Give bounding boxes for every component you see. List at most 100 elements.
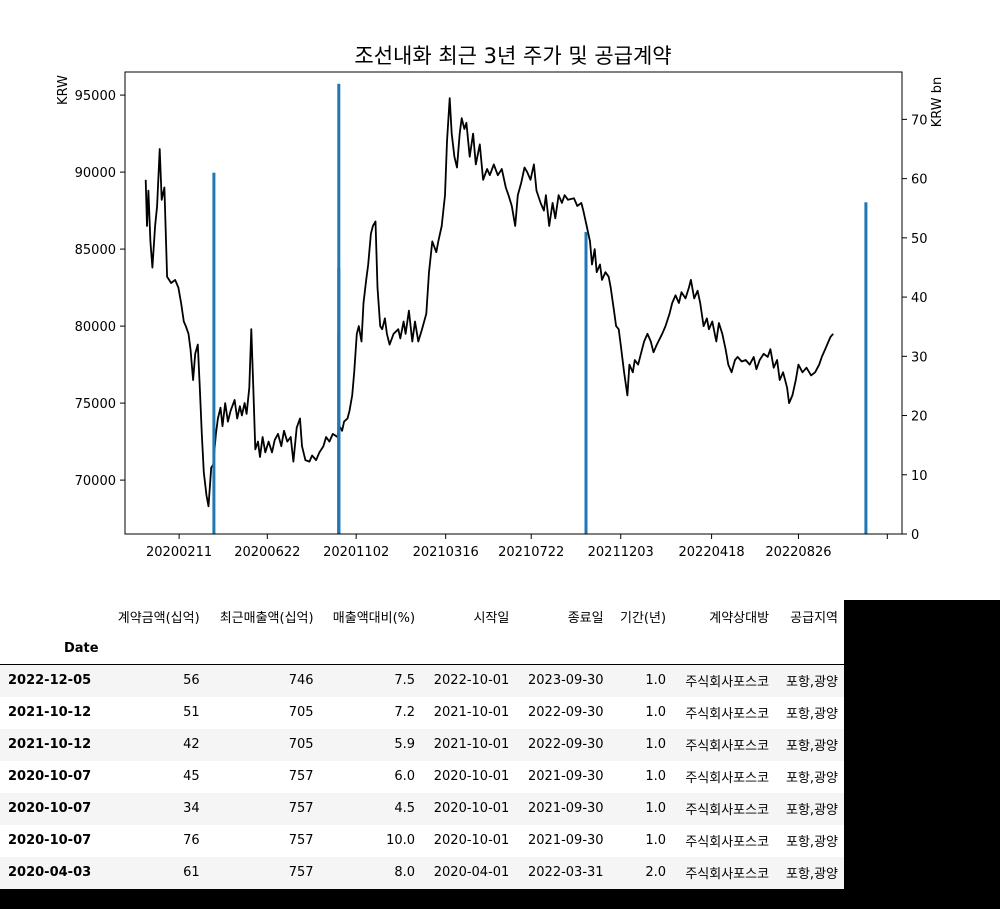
x-tick-label: 20201102	[323, 545, 389, 560]
table-cell: 34	[183, 801, 200, 816]
table-cell: 8.0	[394, 865, 416, 880]
table-body: 2022-12-05 56 746 7.5 2022-10-01 2023-09-30 1.…	[0, 664, 844, 889]
table-cell: 주식회사포스코	[685, 739, 770, 754]
y-tick-label: 70000	[75, 474, 116, 489]
table-cell: 7.5	[394, 673, 416, 689]
column-header: 최근매출액(십억)	[219, 610, 314, 626]
y2-tick-label: 40	[911, 291, 928, 306]
table-cell: 주식회사포스코	[685, 803, 770, 818]
y-tick-label: 80000	[75, 320, 116, 335]
table-cell: 2021-09-30	[528, 833, 604, 848]
table-index-row: Date	[0, 632, 844, 665]
plot-layer: 70000 75000 80000 85000 90000 95000 0 10 20 30 40 5…	[75, 83, 928, 560]
table-row: 2021-10-12 42 705 5.9 2021-10-01 2022-09-30 1.…	[0, 728, 844, 761]
y2-tick-label: 20	[911, 410, 928, 425]
table-cell: 포항,광양	[786, 675, 838, 691]
table-cell: 757	[288, 865, 314, 880]
table-cell: 주식회사포스코	[685, 835, 770, 850]
table-cell: 4.5	[394, 801, 416, 816]
table-row: 2022-12-05 56 746 7.5 2022-10-01 2023-09-30 1.…	[0, 664, 844, 697]
y-tick-label: 90000	[75, 166, 116, 181]
contract-bar	[584, 285, 588, 534]
y2-tick-label: 0	[911, 528, 919, 543]
chart-area: 조선내화 최근 3년 주가 및 공급계약 KRW KRW bn 70000 750…	[0, 0, 1000, 600]
x-tick-label: 20200211	[146, 545, 212, 560]
table-cell: 705	[288, 705, 314, 720]
table-cell: 1.0	[645, 737, 667, 752]
index-row-blank	[105, 632, 206, 665]
column-header: 공급지역	[790, 610, 838, 626]
table-cell: 1.0	[645, 673, 667, 689]
table-cell: 2020-10-01	[433, 769, 510, 784]
table-cell: 포항,광양	[786, 771, 838, 786]
table-cell: 1.0	[645, 705, 667, 720]
table-row: 2020-10-07 34 757 4.5 2020-10-01 2021-09-30 1.…	[0, 792, 844, 825]
table-cell: 5.9	[394, 737, 416, 752]
table-cell: 1.0	[645, 801, 667, 816]
row-date: 2020-10-07	[8, 801, 92, 816]
table-cell: 757	[288, 769, 314, 784]
y-tick-label: 95000	[75, 89, 116, 104]
table-cell: 2023-09-30	[528, 673, 604, 689]
x-tick-label: 20220826	[765, 545, 831, 560]
column-header: 시작일	[473, 610, 510, 626]
x-tick-label: 20211203	[588, 545, 654, 560]
y2-tick-label: 70	[911, 113, 928, 128]
table-cell: 45	[183, 769, 200, 784]
corner-cell	[0, 600, 105, 632]
y-axis-label: KRW	[56, 75, 71, 105]
column-header: 계약금액(십억)	[117, 610, 200, 626]
row-date: 2021-10-12	[8, 705, 92, 720]
table-cell: 주식회사포스코	[685, 867, 770, 882]
table-cell: 2020-10-01	[433, 833, 510, 848]
table-cell: 포항,광양	[786, 803, 838, 818]
row-date: 2020-04-03	[8, 865, 92, 880]
table-cell: 1.0	[645, 769, 667, 784]
row-date: 2020-10-07	[8, 769, 92, 784]
column-header: 매출액대비(%)	[332, 610, 416, 626]
table-cell: 42	[183, 737, 200, 752]
y-tick-label: 75000	[75, 397, 116, 412]
table-cell: 2022-09-30	[528, 737, 604, 752]
column-header: 기간(년)	[620, 610, 667, 626]
contract-table-area: 계약금액(십억) 최근매출액(십억) 매출액대비(%) 시작일 종료일 기간(년) 계약상대…	[0, 600, 844, 889]
price-series-line	[144, 97, 834, 508]
y-tick-label: 85000	[75, 243, 116, 258]
table-cell: 705	[288, 737, 314, 752]
table-cell: 746	[288, 673, 314, 689]
row-date: 2022-12-05	[8, 673, 92, 689]
table-cell: 2022-09-30	[528, 705, 604, 720]
table-row: 2020-04-03 61 757 8.0 2020-04-01 2022-03-31 2.…	[0, 856, 844, 889]
table-header-row: 계약금액(십억) 최근매출액(십억) 매출액대비(%) 시작일 종료일 기간(년) 계약상대…	[0, 600, 844, 632]
contract-bar	[337, 267, 341, 534]
index-name: Date	[63, 640, 99, 656]
table-cell: 10.0	[386, 833, 416, 848]
y2-tick-label: 50	[911, 232, 928, 247]
plot-frame	[124, 71, 903, 535]
table-row: 2020-10-07 45 757 6.0 2020-10-01 2021-09-30 1.…	[0, 760, 844, 793]
index-row-blank	[610, 632, 672, 665]
table-cell: 76	[183, 833, 200, 848]
y2-tick-label: 10	[911, 469, 928, 484]
row-date: 2020-10-07	[8, 833, 92, 848]
table-cell: 주식회사포스코	[685, 707, 770, 722]
y2-axis-label: KRW bn	[930, 77, 945, 128]
table-row: 2021-10-12 51 705 7.2 2021-10-01 2022-09-30 1.…	[0, 696, 844, 729]
table-cell: 7.2	[394, 705, 416, 720]
index-row-blank	[206, 632, 320, 665]
table-cell: 2022-10-01	[433, 673, 510, 689]
table-cell: 6.0	[394, 769, 416, 784]
table-cell: 포항,광양	[786, 707, 838, 722]
index-row-blank	[421, 632, 515, 665]
table-cell: 2.0	[645, 865, 667, 880]
contract-table: 계약금액(십억) 최근매출액(십억) 매출액대비(%) 시작일 종료일 기간(년) 계약상대…	[0, 600, 844, 889]
index-row-blank	[672, 632, 775, 665]
table-cell: 2021-09-30	[528, 801, 604, 816]
table-cell: 2020-10-01	[433, 801, 510, 816]
table-cell: 757	[288, 833, 314, 848]
x-tick-label: 20220418	[679, 545, 745, 560]
index-row-blank	[515, 632, 609, 665]
column-header: 종료일	[567, 610, 604, 626]
table-cell: 2021-10-01	[433, 737, 510, 752]
table-cell: 1.0	[645, 833, 667, 848]
